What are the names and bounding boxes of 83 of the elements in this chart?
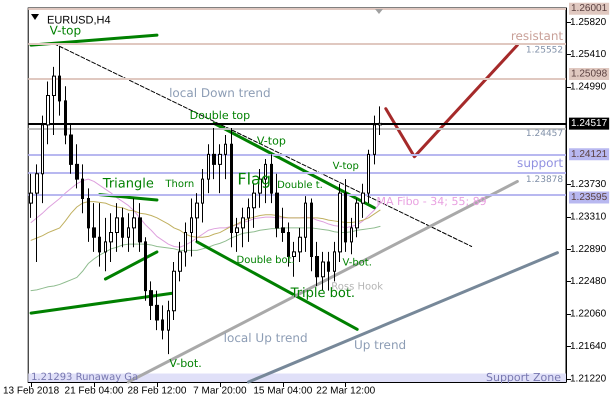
candlestick (218, 144, 222, 194)
candlestick (327, 251, 330, 292)
candlestick (98, 202, 101, 268)
annotation: Triangle (102, 176, 154, 192)
candlestick (235, 217, 239, 252)
candlestick (121, 207, 124, 248)
ref-line-label: 1.26001 (571, 3, 608, 14)
candlestick (81, 164, 84, 214)
annotation: V-top (256, 134, 286, 148)
ref-line-label: 1.23595 (571, 192, 608, 204)
candlestick (195, 192, 199, 242)
band-label: Support Zone (486, 371, 562, 384)
candlestick (355, 198, 359, 238)
candlestick (315, 241, 319, 286)
x-tick-label: 15 Mar 04:00 (253, 386, 313, 396)
candlestick (132, 198, 136, 248)
candlestick (275, 173, 279, 238)
candlestick (281, 207, 285, 242)
candlestick (178, 241, 182, 282)
candlestick (155, 290, 159, 331)
candlestick (167, 300, 170, 355)
y-tick-label: 1.22060 (570, 308, 607, 320)
annotation: V-bot. (342, 257, 372, 268)
ref-line-label: 1.24517 (571, 118, 608, 130)
annotation: 1.25552 (526, 46, 564, 56)
y-tick-label: 1.25410 (570, 48, 607, 60)
candlestick (144, 236, 147, 302)
candlestick (298, 227, 302, 262)
candlestick (224, 134, 227, 180)
annotation: 1.24457 (526, 129, 564, 140)
ref-line-label: 1.24121 (571, 148, 608, 160)
y-tick-label: 1.25820 (570, 17, 607, 28)
x-tick-label: 21 Feb 04:00 (64, 386, 124, 396)
candlestick (247, 198, 250, 242)
candlestick (92, 202, 96, 252)
candlestick (115, 202, 119, 252)
candlestick (207, 144, 210, 194)
candlestick (212, 128, 216, 180)
y-tick-label: 1.24990 (570, 81, 607, 92)
candlestick (333, 241, 336, 282)
ref-line-label: 1.25098 (571, 68, 608, 80)
candlestick (35, 164, 39, 262)
candlestick (270, 154, 273, 204)
candlestick (292, 241, 296, 278)
candlestick (304, 196, 307, 252)
candlestick (241, 207, 245, 248)
candlestick (87, 188, 90, 242)
y-tick-label: 1.21220 (570, 373, 607, 384)
candlestick (201, 168, 204, 223)
annotation: V-top (332, 161, 359, 172)
candlestick (58, 46, 61, 116)
annotation: Double t. (277, 180, 323, 191)
annotation: local Down trend (169, 86, 271, 100)
candlestick (75, 144, 79, 189)
annotation: Thorn (164, 179, 194, 190)
annotation: V-bot. (169, 356, 202, 370)
annotation: resistant (510, 28, 564, 43)
y-tick-label: 1.23730 (570, 179, 607, 190)
annotation: 1.23878 (526, 174, 564, 185)
annotation: Up trend (354, 338, 406, 352)
x-tick-label: 22 Mar 12:00 (316, 386, 376, 396)
y-tick-label: 1.23310 (570, 212, 607, 223)
x-tick-label: 28 Feb 12:00 (127, 386, 187, 396)
candlestick (172, 261, 176, 321)
x-tick-label: 13 Feb 2018 (2, 386, 60, 396)
candlestick (161, 304, 164, 340)
candlestick (138, 202, 142, 252)
y-tick-label: 1.21640 (570, 340, 607, 352)
candlestick (127, 212, 130, 252)
y-tick-label: 1.22890 (570, 244, 607, 256)
candlestick (149, 280, 153, 321)
annotation: local Up trend (224, 330, 308, 345)
candlestick (367, 149, 370, 204)
candlestick (104, 217, 107, 272)
candlestick (109, 212, 113, 262)
candlestick (184, 222, 187, 268)
x-tick-label: 7 Mar 20:00 (193, 386, 247, 396)
annotation: support (517, 156, 564, 170)
candlestick (190, 198, 193, 258)
y-tick-label: 1.22480 (570, 276, 607, 287)
candlestick (310, 198, 313, 272)
candlestick (361, 183, 365, 218)
candlestick (350, 217, 353, 255)
